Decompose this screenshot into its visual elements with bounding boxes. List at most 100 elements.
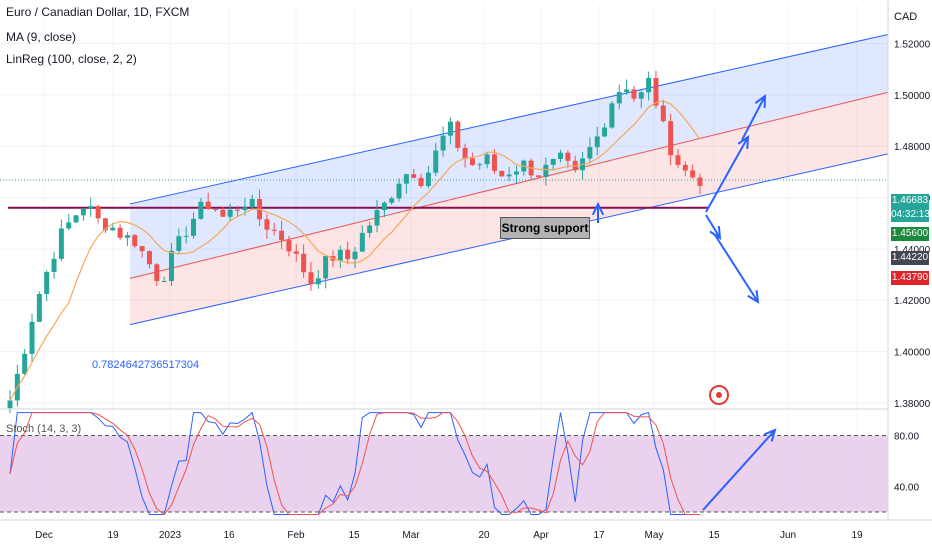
candle-body <box>242 207 248 211</box>
candle-body <box>124 235 130 238</box>
candle-body <box>301 253 307 273</box>
ma-polyline <box>9 100 701 401</box>
candle-body <box>396 183 402 199</box>
candle-body <box>22 353 28 374</box>
candle-body <box>7 400 13 409</box>
candle-body <box>602 127 608 137</box>
channel-middle-line <box>129 91 889 279</box>
candle-body <box>381 202 387 211</box>
candle-body <box>484 154 490 165</box>
y-tick-label: 1.42000 <box>894 296 931 307</box>
x-tick-label: Jun <box>780 530 796 541</box>
candle-body <box>675 155 681 165</box>
candle-body <box>433 150 439 173</box>
candle-body <box>205 201 211 209</box>
candle-body <box>565 152 571 161</box>
candle-body <box>51 258 57 272</box>
candle-body <box>271 229 277 231</box>
candle-body <box>95 206 101 219</box>
stoch-tick-label: 80.00 <box>894 432 919 443</box>
channel-upper-fill <box>130 34 888 279</box>
stoch-d-line <box>9 412 700 516</box>
candle-body <box>139 246 145 252</box>
countdown-tag: 04:32:13 <box>891 208 930 222</box>
currency-label: CAD <box>894 11 917 23</box>
candle-body <box>653 77 659 106</box>
candle-body <box>403 174 409 184</box>
x-tick-label: 2023 <box>159 530 182 541</box>
arrow-up-1-head <box>737 134 750 150</box>
candle-body <box>235 209 241 211</box>
arrow-down-1 <box>705 214 721 239</box>
stoch-k-line <box>9 411 700 515</box>
arrow-support-tap-head <box>591 201 605 216</box>
candle-body <box>323 256 329 279</box>
x-tick-label: Dec <box>35 530 53 541</box>
candle-body <box>447 121 453 136</box>
low-b-price-tag: 1.43790 <box>891 271 929 285</box>
candle-body <box>506 174 512 177</box>
candle-body <box>279 230 285 241</box>
candle-body <box>411 174 417 178</box>
alert-icon[interactable] <box>709 385 729 405</box>
candle-body <box>469 158 475 166</box>
candle-body <box>132 235 138 247</box>
candle-body <box>359 232 365 252</box>
candle-body <box>587 147 593 159</box>
candle-body <box>117 227 123 238</box>
x-tick-label: 17 <box>593 530 605 541</box>
y-tick-label: 1.48000 <box>894 142 931 153</box>
candle-body <box>367 225 373 233</box>
arrow-up-2-head <box>754 93 767 109</box>
support-label: Strong support <box>500 217 590 239</box>
arrow-down-1-head <box>709 225 722 240</box>
x-tick-label: 19 <box>851 530 863 541</box>
y-tick-label: 1.50000 <box>894 91 931 102</box>
candle-body <box>110 227 116 231</box>
x-tick-label: Mar <box>402 530 420 541</box>
candle-body <box>345 249 351 260</box>
candle-body <box>418 177 424 187</box>
candle-body <box>440 135 446 151</box>
candle-body <box>536 175 542 177</box>
x-tick-label: 15 <box>348 530 360 541</box>
candle-body <box>154 264 160 282</box>
candle-body <box>191 218 197 236</box>
symbol-title[interactable]: Euro / Canadian Dollar, 1D, FXCM <box>6 5 190 19</box>
arrow-stoch-up <box>702 429 776 511</box>
candle-body <box>249 198 255 208</box>
ma-line <box>9 100 701 401</box>
arrow-up-2 <box>741 95 766 141</box>
candle-body <box>550 158 556 165</box>
linreg-legend[interactable]: LinReg (100, close, 2, 2) <box>6 52 137 66</box>
ma-legend[interactable]: MA (9, close) <box>6 30 77 44</box>
candle-body <box>660 105 666 122</box>
candle-body <box>682 164 688 171</box>
arrow-down-2 <box>714 234 759 303</box>
candle-body <box>374 210 380 226</box>
candle-body <box>609 103 615 128</box>
candle-body <box>102 218 108 231</box>
candle-body <box>638 92 644 99</box>
candle-body <box>594 136 600 148</box>
candle-body <box>44 271 50 294</box>
x-tick-label: 15 <box>708 530 720 541</box>
y-tick-label: 1.40000 <box>894 348 931 359</box>
candle-body <box>513 171 519 175</box>
candle-body <box>558 152 564 159</box>
candle-body <box>631 89 637 99</box>
candle-body <box>29 321 35 354</box>
candle-body <box>36 293 42 322</box>
stoch-legend[interactable]: Stoch (14, 3, 3) <box>6 423 82 435</box>
candle-body <box>220 209 226 217</box>
candle-body <box>425 172 431 187</box>
candle-body <box>352 251 358 260</box>
candle-body <box>213 208 219 210</box>
candle-body <box>697 177 703 186</box>
candle-body <box>264 219 270 230</box>
low-a-price-tag: 1.44220 <box>891 251 929 265</box>
candle-body <box>161 281 167 283</box>
candle-body <box>668 121 674 156</box>
candle-body <box>286 240 292 252</box>
